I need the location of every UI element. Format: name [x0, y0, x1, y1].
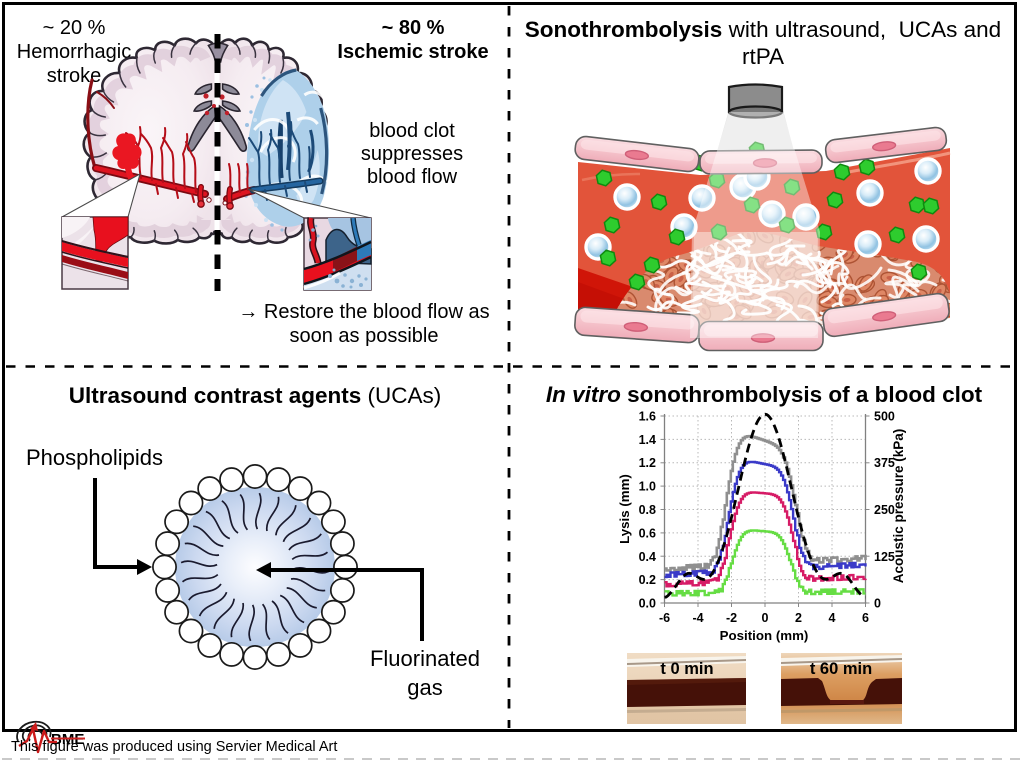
svg-text:1.2: 1.2 — [639, 456, 656, 470]
svg-text:0: 0 — [762, 611, 769, 625]
svg-text:0.8: 0.8 — [639, 503, 656, 517]
svg-text:Position (mm): Position (mm) — [720, 628, 809, 643]
svg-text:1.4: 1.4 — [639, 433, 656, 447]
svg-text:-6: -6 — [659, 611, 670, 625]
svg-text:1.0: 1.0 — [639, 480, 656, 494]
svg-text:Acoustic pressure (kPa): Acoustic pressure (kPa) — [891, 429, 906, 584]
svg-text:Lysis (mm): Lysis (mm) — [617, 474, 632, 544]
svg-text:1.6: 1.6 — [639, 410, 656, 424]
svg-text:t 0 min: t 0 min — [660, 660, 713, 678]
svg-text:0.2: 0.2 — [639, 573, 656, 587]
svg-text:375: 375 — [874, 456, 895, 470]
svg-text:0.4: 0.4 — [639, 550, 656, 564]
svg-text:4: 4 — [829, 611, 836, 625]
svg-text:500: 500 — [874, 410, 895, 424]
svg-text:250: 250 — [874, 503, 895, 517]
svg-text:0.6: 0.6 — [639, 526, 656, 540]
svg-text:6: 6 — [862, 611, 869, 625]
svg-text:-4: -4 — [692, 611, 703, 625]
svg-text:-2: -2 — [726, 611, 737, 625]
svg-text:t 60 min: t 60 min — [810, 660, 872, 678]
svg-text:125: 125 — [874, 550, 895, 564]
svg-text:2: 2 — [795, 611, 802, 625]
svg-text:0: 0 — [874, 597, 881, 611]
svg-text:0.0: 0.0 — [639, 597, 656, 611]
